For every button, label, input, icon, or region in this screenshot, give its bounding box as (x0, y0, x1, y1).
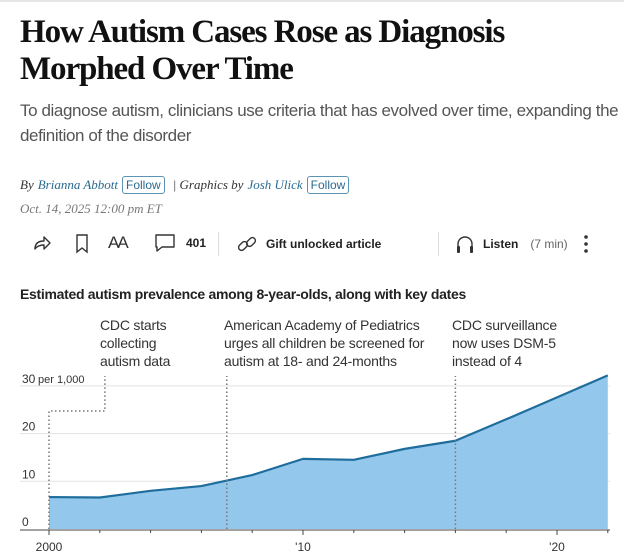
y-tick-label: 20 (22, 420, 36, 434)
comment-icon (155, 234, 175, 252)
listen-button[interactable]: Listen (7 min) (455, 233, 568, 255)
y-tick-label: 30 (22, 372, 36, 386)
gift-label: Gift unlocked article (266, 237, 382, 251)
annotation-cdc-starts: CDC starts collecting autism data (100, 316, 170, 370)
chart-title: Estimated autism prevalence among 8-year… (20, 286, 466, 302)
toolbar-divider (218, 232, 219, 256)
annotation-line: American Academy of Pediatrics (224, 317, 420, 333)
graphics-by-label: | Graphics by (172, 177, 244, 192)
listen-label: Listen (483, 237, 519, 251)
gift-article-button[interactable]: Gift unlocked article (236, 233, 381, 255)
x-tick-label: '10 (295, 540, 311, 554)
annotation-dsm5: CDC surveillance now uses DSM-5 instead … (452, 316, 557, 370)
annotation-aap: American Academy of Pediatrics urges all… (224, 316, 424, 370)
annotation-line: urges all children be screened for (224, 335, 425, 351)
share-button[interactable] (32, 233, 52, 253)
byline-by: By (20, 177, 34, 192)
annotation-line: instead of 4 (452, 353, 522, 369)
vertical-ellipsis-icon (584, 235, 588, 253)
comment-count: 401 (186, 236, 207, 250)
x-tick-label: '20 (549, 540, 565, 554)
series-line (48, 374, 609, 499)
x-tick-label: 2000 (36, 540, 63, 554)
annotation-line: now uses DSM-5 (452, 335, 556, 351)
annotation-line: CDC surveillance (452, 317, 557, 333)
y-tick-label: 10 (22, 467, 36, 481)
toolbar-divider (438, 232, 439, 256)
top-divider (0, 0, 624, 2)
author-link[interactable]: Brianna Abbott (37, 177, 119, 192)
publish-date: Oct. 14, 2025 12:00 pm ET (20, 201, 162, 216)
follow-author-button[interactable]: Follow (122, 176, 165, 194)
more-options-button[interactable] (582, 233, 590, 255)
listen-duration: (7 min) (530, 237, 568, 251)
link-icon (237, 236, 257, 252)
annotation-line: autism at 18- and 24-months (224, 353, 397, 369)
annotation-line: collecting (100, 335, 157, 351)
headphones-icon (457, 236, 473, 253)
headline: How Autism Cases Rose as Diagnosis Morph… (20, 14, 505, 87)
area-fill (49, 375, 608, 529)
share-arrow-icon (34, 236, 51, 250)
y-unit-label: per 1,000 (38, 374, 84, 386)
graphics-author-link[interactable]: Josh Ulick (247, 177, 303, 192)
comments-button[interactable]: 401 (154, 233, 206, 253)
bookmark-icon (76, 234, 88, 254)
y-tick-label: 0 (22, 515, 29, 529)
text-size-button[interactable]: AA (108, 233, 129, 252)
subheadline: To diagnose autism, clinicians use crite… (20, 101, 619, 145)
follow-graphics-author-button[interactable]: Follow (306, 176, 350, 194)
annotation-line: autism data (100, 353, 171, 369)
annotation-line-cdc (48, 376, 106, 529)
bookmark-button[interactable] (74, 233, 90, 255)
byline: By Brianna Abbott Follow | Graphics by J… (20, 176, 353, 194)
annotation-line: CDC starts (100, 317, 167, 333)
